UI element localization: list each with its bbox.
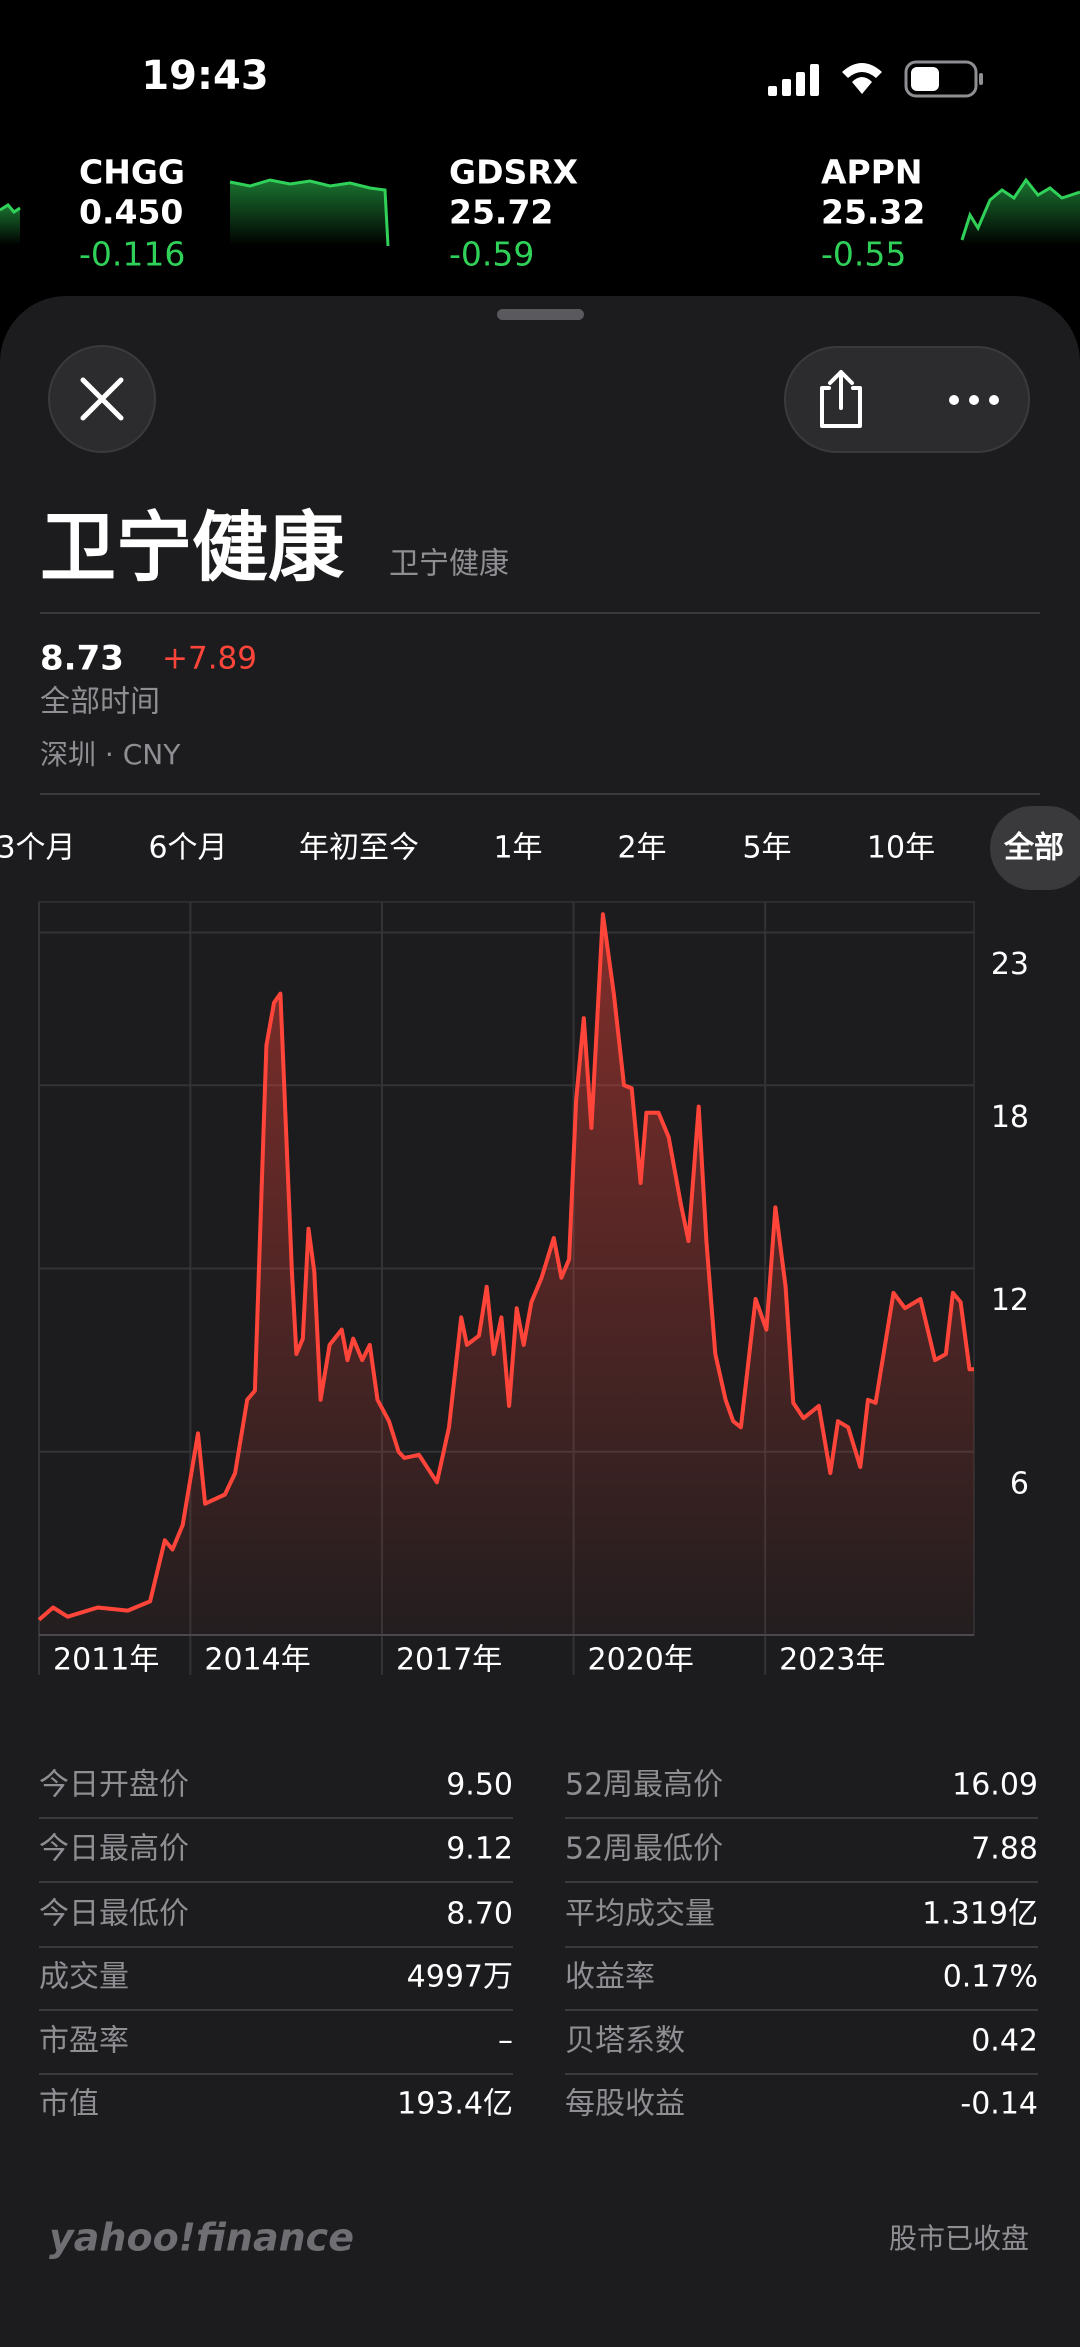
stat-label: 52周最高价 <box>565 1768 723 1803</box>
ticker-change: -0.116 <box>79 235 185 274</box>
ticker-symbol: GDSRX <box>449 153 578 192</box>
range-tab[interactable]: 全部 <box>1003 831 1064 866</box>
stat-value: 9.50 <box>446 1768 513 1803</box>
price: 8.73 <box>40 639 124 679</box>
stock-title: 卫宁健康 <box>40 503 344 592</box>
stat-value: 9.12 <box>446 1832 513 1867</box>
price-chart: 6 12 18 23 2011年 2014年 2017年 2020年 2023年 <box>37 901 1029 1678</box>
range-tab[interactable]: 1年 <box>493 831 542 866</box>
y-tick-label: 12 <box>991 1283 1029 1318</box>
y-tick-label: 6 <box>1010 1466 1029 1501</box>
close-button[interactable] <box>48 345 156 453</box>
stock-subtitle: 卫宁健康 <box>389 547 509 582</box>
stat-label: 成交量 <box>39 1960 129 1995</box>
stat-label: 今日最低价 <box>39 1897 189 1932</box>
stat-value: – <box>498 2024 513 2059</box>
x-tick-label: 2014年 <box>204 1643 310 1678</box>
stat-label: 市盈率 <box>39 2024 129 2059</box>
yahoo-logo: yahoo!finance <box>49 2216 354 2260</box>
status-time: 19:43 <box>141 53 268 99</box>
stat-label: 每股收益 <box>565 2087 685 2122</box>
sheet-handle[interactable] <box>497 309 584 320</box>
ticker-symbol: CHGG <box>79 153 185 192</box>
ticker-change: -0.55 <box>821 235 906 274</box>
ticker-change: -0.59 <box>449 235 534 274</box>
stat-label: 平均成交量 <box>565 1897 715 1932</box>
price-change: +7.89 <box>162 641 257 677</box>
ticker-price: 25.72 <box>449 193 553 232</box>
market-status: 股市已收盘 <box>889 2222 1029 2255</box>
ticker-symbol: APPN <box>821 153 923 192</box>
range-tabs: 3个月 6个月 年初至今 1年 2年 5年 10年 全部 <box>0 806 1080 890</box>
status-icons <box>768 60 983 98</box>
stat-value: 193.4亿 <box>397 2087 513 2122</box>
range-tab[interactable]: 10年 <box>867 831 935 866</box>
exchange-label: 深圳 · CNY <box>40 738 181 771</box>
x-tick-label: 2011年 <box>53 1643 159 1678</box>
stat-value: 7.88 <box>971 1832 1038 1867</box>
y-tick-label: 18 <box>991 1100 1029 1135</box>
selected-tab-bg <box>990 806 1080 890</box>
range-tab[interactable]: 5年 <box>742 831 791 866</box>
price-area <box>39 914 974 1635</box>
stat-value: 8.70 <box>446 1897 513 1932</box>
stat-label: 贝塔系数 <box>565 2024 685 2059</box>
stat-value: 0.17% <box>943 1960 1038 1995</box>
ticker-price: 25.32 <box>821 193 925 232</box>
ticker-price: 0.450 <box>79 193 183 232</box>
x-tick-label: 2017年 <box>396 1643 502 1678</box>
x-tick-label: 2023年 <box>779 1643 885 1678</box>
stat-label: 收益率 <box>565 1960 655 1995</box>
stat-label: 市值 <box>39 2087 99 2122</box>
price-line <box>37 912 974 1622</box>
stat-value: 0.42 <box>971 2024 1038 2059</box>
x-tick-label: 2020年 <box>588 1643 694 1678</box>
range-tab[interactable]: 年初至今 <box>299 831 419 866</box>
ticker-sparklines <box>0 177 1080 247</box>
stat-value: -0.14 <box>960 2087 1038 2122</box>
range-tab[interactable]: 3个月 <box>0 831 76 866</box>
range-tab[interactable]: 6个月 <box>148 831 227 866</box>
share-button[interactable] <box>820 370 862 428</box>
period-label: 全部时间 <box>40 685 160 720</box>
stat-value: 16.09 <box>952 1768 1038 1803</box>
stat-label: 今日开盘价 <box>39 1768 189 1803</box>
stat-label: 今日最高价 <box>39 1832 189 1867</box>
more-button[interactable] <box>949 395 999 405</box>
range-tab[interactable]: 2年 <box>617 831 666 866</box>
stat-label: 52周最低价 <box>565 1832 723 1867</box>
y-tick-label: 23 <box>991 947 1029 982</box>
stat-value: 4997万 <box>407 1960 513 1995</box>
stat-value: 1.319亿 <box>922 1897 1038 1932</box>
